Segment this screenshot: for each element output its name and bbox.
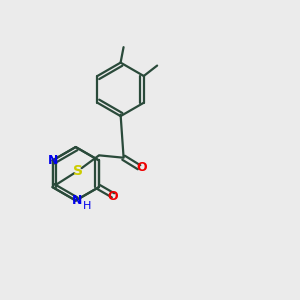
Text: N: N: [72, 194, 83, 207]
Text: N: N: [48, 154, 58, 167]
Text: H: H: [83, 201, 91, 211]
Text: O: O: [108, 190, 118, 203]
Text: S: S: [73, 164, 83, 178]
Text: O: O: [137, 161, 147, 174]
